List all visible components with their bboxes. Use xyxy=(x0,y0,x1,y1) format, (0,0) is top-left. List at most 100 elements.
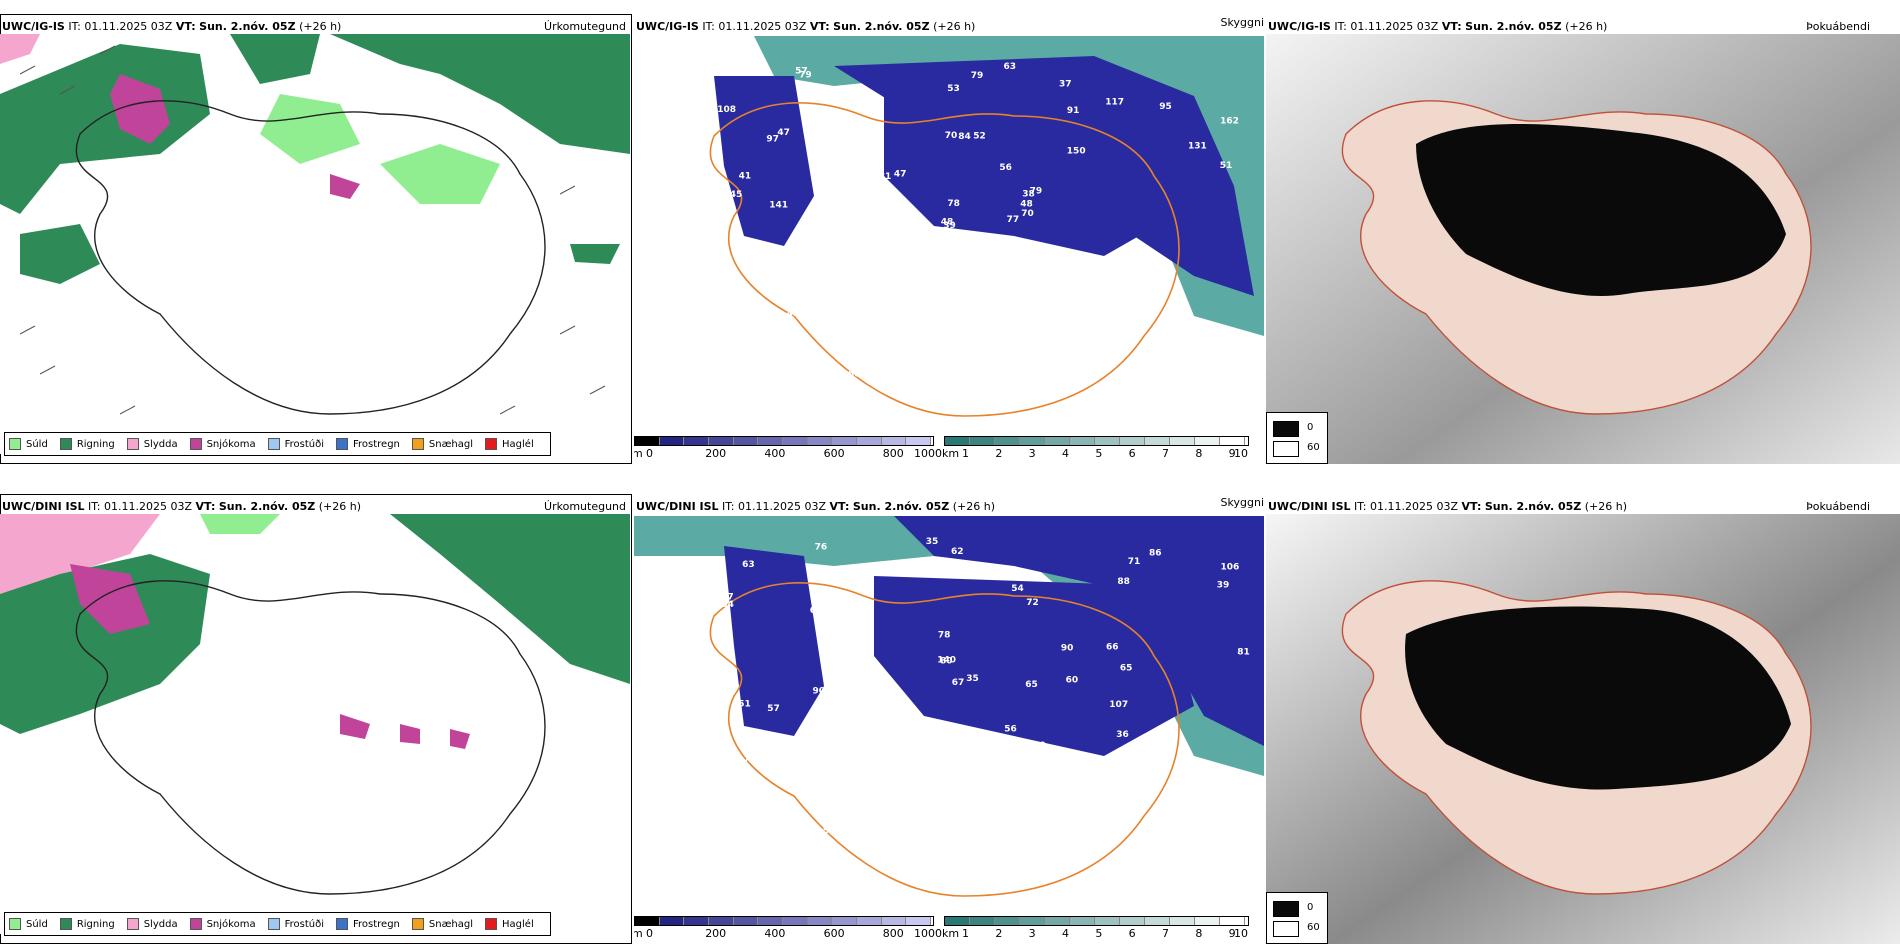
visibility-value-label: 63 xyxy=(1004,62,1017,72)
lead-time: (+26 h) xyxy=(299,20,342,33)
visibility-value-label: 95 xyxy=(1159,102,1172,112)
legend-label: Snjókoma xyxy=(206,438,256,450)
colorbar-tick: 400 xyxy=(764,447,786,460)
visibility-value-label: 42 xyxy=(1082,790,1095,800)
visibility-value-label: 47 xyxy=(894,170,907,180)
visibility-value-label: 53 xyxy=(1072,268,1085,278)
visibility-value-label: 34 xyxy=(746,344,759,354)
model-name: UWC/DINI ISL xyxy=(636,500,719,513)
legend-swatch xyxy=(411,918,424,930)
colorbar-cell xyxy=(970,917,995,925)
precip-panel: UWC/DINI ISL IT: 01.11.2025 03Z VT: Sun.… xyxy=(0,480,634,950)
visibility-value-label: 59 xyxy=(847,842,860,852)
lead-time: (+26 h) xyxy=(952,500,996,513)
elevation-colorbar-cells xyxy=(634,916,934,926)
visibility-value-label: 90 xyxy=(813,686,826,696)
valid-time: Sun. 2.nóv. 05Z xyxy=(199,20,296,33)
legend-swatch xyxy=(485,438,498,450)
legend-label: Snjókoma xyxy=(206,918,256,930)
visibility-value-label: 15 xyxy=(748,61,761,71)
panel-header: UWC/DINI ISL IT: 01.11.2025 03Z VT: Sun.… xyxy=(2,500,361,513)
init-time: 01.11.2025 03Z xyxy=(104,500,193,513)
visibility-colorbar: km 1 2 3 4 5 6 7 8 9 10 xyxy=(942,436,1249,460)
init-time: 01.11.2025 03Z xyxy=(84,20,173,33)
colorbar-cell xyxy=(758,917,783,925)
visibility-value-label: 106 xyxy=(1221,563,1240,573)
visibility-value-label: 95 xyxy=(783,846,796,856)
elevation-colorbar-ticks: m 0 200 400 600 800 1000 xyxy=(634,446,942,460)
colorbar-tick: 5 xyxy=(1095,927,1103,940)
colorbar-cell xyxy=(1120,437,1145,445)
precip-panel: UWC/IG-IS IT: 01.11.2025 03Z VT: Sun. 2.… xyxy=(0,0,634,470)
fog-legend-dark-label: 0 xyxy=(1307,902,1314,913)
visibility-value-label: 117 xyxy=(1105,98,1124,108)
colorbar-tick: 1 xyxy=(962,927,969,940)
visibility-value-label: 87 xyxy=(796,379,809,389)
visibility-value-label: 81 xyxy=(1237,648,1250,658)
colorbar-tick: 7 xyxy=(1162,927,1169,940)
colorbar-cell xyxy=(708,437,734,445)
colorbar-cell xyxy=(1145,437,1170,445)
fog-legend-light-swatch xyxy=(1273,441,1299,457)
visibility-value-label: 91 xyxy=(1067,106,1080,116)
legend-item-rigning: Rigning xyxy=(59,438,115,450)
colorbar-tick: 600 xyxy=(823,927,845,940)
legend-swatch xyxy=(59,438,72,450)
visibility-value-label: 48 xyxy=(941,218,954,228)
visibility-map: 1016266106473857727886353635646815061515… xyxy=(634,516,1264,916)
visibility-value-label: 65 xyxy=(1120,664,1133,674)
visibility-value-label: 62 xyxy=(828,328,841,338)
visibility-value-label: 84 xyxy=(958,132,971,142)
colorbar-cell xyxy=(782,437,808,445)
visibility-value-label: 86 xyxy=(1149,549,1162,559)
colorbar-tick: 1 xyxy=(962,447,969,460)
visibility-value-label: 78 xyxy=(855,215,868,225)
visibility-value-label: 40 xyxy=(992,789,1005,799)
model-name: UWC/IG-IS xyxy=(1268,20,1331,33)
elevation-colorbar: m 0 200 400 600 800 1000 xyxy=(634,916,942,940)
visibility-value-label: 79 xyxy=(1030,187,1043,197)
visibility-value-label: 78 xyxy=(938,631,951,641)
legend-swatch xyxy=(336,918,348,930)
colorbar-tick: 4 xyxy=(1062,447,1069,460)
colorbar-cell xyxy=(906,917,931,925)
visibility-value-label: 173 xyxy=(833,346,852,356)
visibility-value-label: 180 xyxy=(1033,754,1052,764)
panel-header: UWC/DINI ISL IT: 01.11.2025 03Z VT: Sun.… xyxy=(636,500,995,513)
vt-label: VT: xyxy=(195,500,216,513)
visibility-labels: 53 97 39 34 38 38 37 52 91 77 79 68 141 162 147 150 87 70… xyxy=(708,61,1239,391)
visibility-value-label: 66 xyxy=(747,360,760,370)
visibility-value-label: 72 xyxy=(1026,598,1039,608)
legend-label: Súld xyxy=(26,918,48,930)
legend-item-snaehagl: Snæhagl xyxy=(411,918,473,930)
visibility-value-label: 36 xyxy=(1116,730,1129,740)
fog-legend-dark-swatch xyxy=(1273,901,1299,917)
visibility-value-label: 51 xyxy=(738,699,751,709)
colorbar-cell xyxy=(945,437,970,445)
colorbar-cell xyxy=(1045,437,1070,445)
visibility-value-label: 10 xyxy=(994,328,1007,338)
visibility-value-label: 68 xyxy=(1211,374,1224,384)
visibility-value-label: 147 xyxy=(930,236,949,246)
colorbar-tick: 3 xyxy=(1028,447,1036,460)
colorbar-cell xyxy=(733,437,759,445)
colorbar-cell xyxy=(1070,437,1095,445)
colorbar-unit: km xyxy=(942,447,960,460)
elevation-colorbar-cells xyxy=(634,436,934,446)
legend-item-hagel: Haglél xyxy=(485,438,534,450)
visibility-value-label: 41 xyxy=(1127,863,1140,873)
visibility-value-label: 38 xyxy=(1022,190,1035,200)
valid-time: Sun. 2.nóv. 05Z xyxy=(852,500,950,513)
colorbar-cell xyxy=(881,437,907,445)
lead-time: (+26 h) xyxy=(1584,500,1628,513)
visibility-panel: UWC/IG-IS IT: 01.11.2025 03Z VT: Sun. 2.… xyxy=(634,0,1266,470)
colorbar-cell xyxy=(635,917,660,925)
colorbar-cell xyxy=(1170,917,1195,925)
visibility-value-label: 64 xyxy=(721,600,734,610)
legend-item-snaehagl: Snæhagl xyxy=(411,438,473,450)
lead-time: (+26 h) xyxy=(318,500,362,513)
visibility-value-label: 104 xyxy=(1168,374,1187,384)
panel-title: Skyggni xyxy=(1220,16,1264,29)
init-time: 01.11.2025 03Z xyxy=(718,20,807,33)
colorbar-cell xyxy=(856,437,882,445)
